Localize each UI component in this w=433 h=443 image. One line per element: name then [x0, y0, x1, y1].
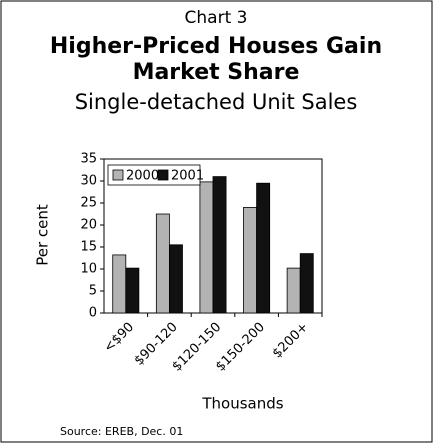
y-tick-label: 15 — [80, 240, 97, 255]
y-tick-label: 35 — [80, 152, 97, 167]
bar — [125, 267, 140, 314]
bar — [299, 253, 314, 314]
y-tick-label: 0 — [89, 306, 97, 321]
bar — [155, 213, 170, 314]
bar — [256, 182, 271, 314]
bar — [168, 244, 183, 314]
bar — [243, 206, 258, 314]
y-tick-label: 30 — [80, 174, 97, 189]
y-axis-label: Per cent — [34, 204, 52, 266]
legend-swatch — [112, 169, 124, 181]
legend-label: 2001 — [171, 169, 204, 184]
headline: Market Share — [133, 60, 300, 85]
legend-swatch — [157, 169, 169, 181]
bar — [199, 181, 214, 314]
source: Source: EREB, Dec. 01 — [60, 425, 183, 438]
subtitle: Single-detached Unit Sales — [75, 90, 358, 114]
y-tick-label: 10 — [80, 262, 97, 277]
y-tick-label: 25 — [80, 196, 97, 211]
chart-title: Chart 3 — [185, 8, 248, 28]
legend-box — [107, 164, 201, 186]
y-tick-label: 20 — [80, 218, 97, 233]
bar — [286, 267, 301, 314]
legend-label: 2000 — [126, 169, 159, 184]
headline: Higher-Priced Houses Gain — [50, 34, 382, 59]
y-tick-label: 5 — [89, 284, 97, 299]
bar — [212, 176, 227, 314]
bar — [112, 254, 127, 314]
x-axis-label: Thousands — [201, 395, 283, 413]
